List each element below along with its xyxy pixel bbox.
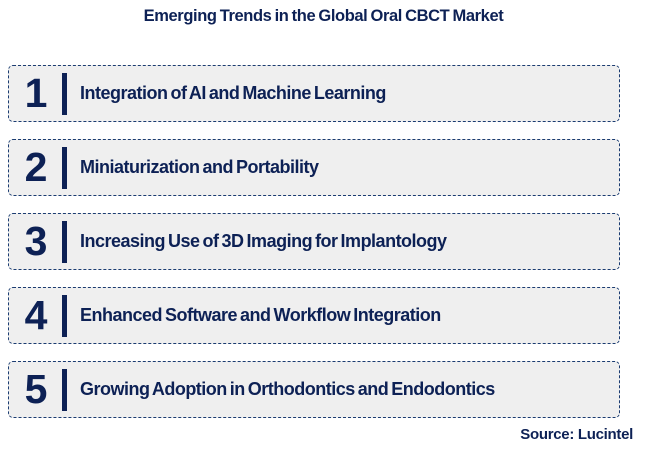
trend-label: Increasing Use of 3D Imaging for Implant… (80, 231, 447, 251)
trend-number: 3 (24, 218, 48, 264)
trend-number: 2 (24, 144, 48, 190)
source-credit: Source: Lucintel (520, 426, 633, 443)
trend-label: Miniaturization and Portability (80, 157, 319, 177)
page-title: Emerging Trends in the Global Oral CBCT … (143, 7, 504, 25)
trend-label: Enhanced Software and Workflow Integrati… (80, 305, 441, 325)
trend-row: 4 Enhanced Software and Workflow Integra… (8, 287, 620, 344)
trend-divider (62, 368, 67, 411)
trend-number: 5 (24, 366, 48, 412)
trend-row: 1 Integration of AI and Machine Learning (8, 65, 620, 122)
trend-row: 3 Increasing Use of 3D Imaging for Impla… (8, 213, 620, 270)
trend-number: 1 (24, 70, 48, 116)
trend-divider (62, 220, 67, 263)
trend-row: 2 Miniaturization and Portability (8, 139, 620, 196)
trend-label: Integration of AI and Machine Learning (80, 83, 386, 103)
trends-list: 1 Integration of AI and Machine Learning… (8, 65, 620, 435)
trend-number: 4 (24, 292, 48, 338)
trend-divider (62, 294, 67, 337)
trend-label: Growing Adoption in Orthodontics and End… (80, 379, 495, 399)
trend-divider (62, 72, 67, 115)
trend-row: 5 Growing Adoption in Orthodontics and E… (8, 361, 620, 418)
trend-divider (62, 146, 67, 189)
